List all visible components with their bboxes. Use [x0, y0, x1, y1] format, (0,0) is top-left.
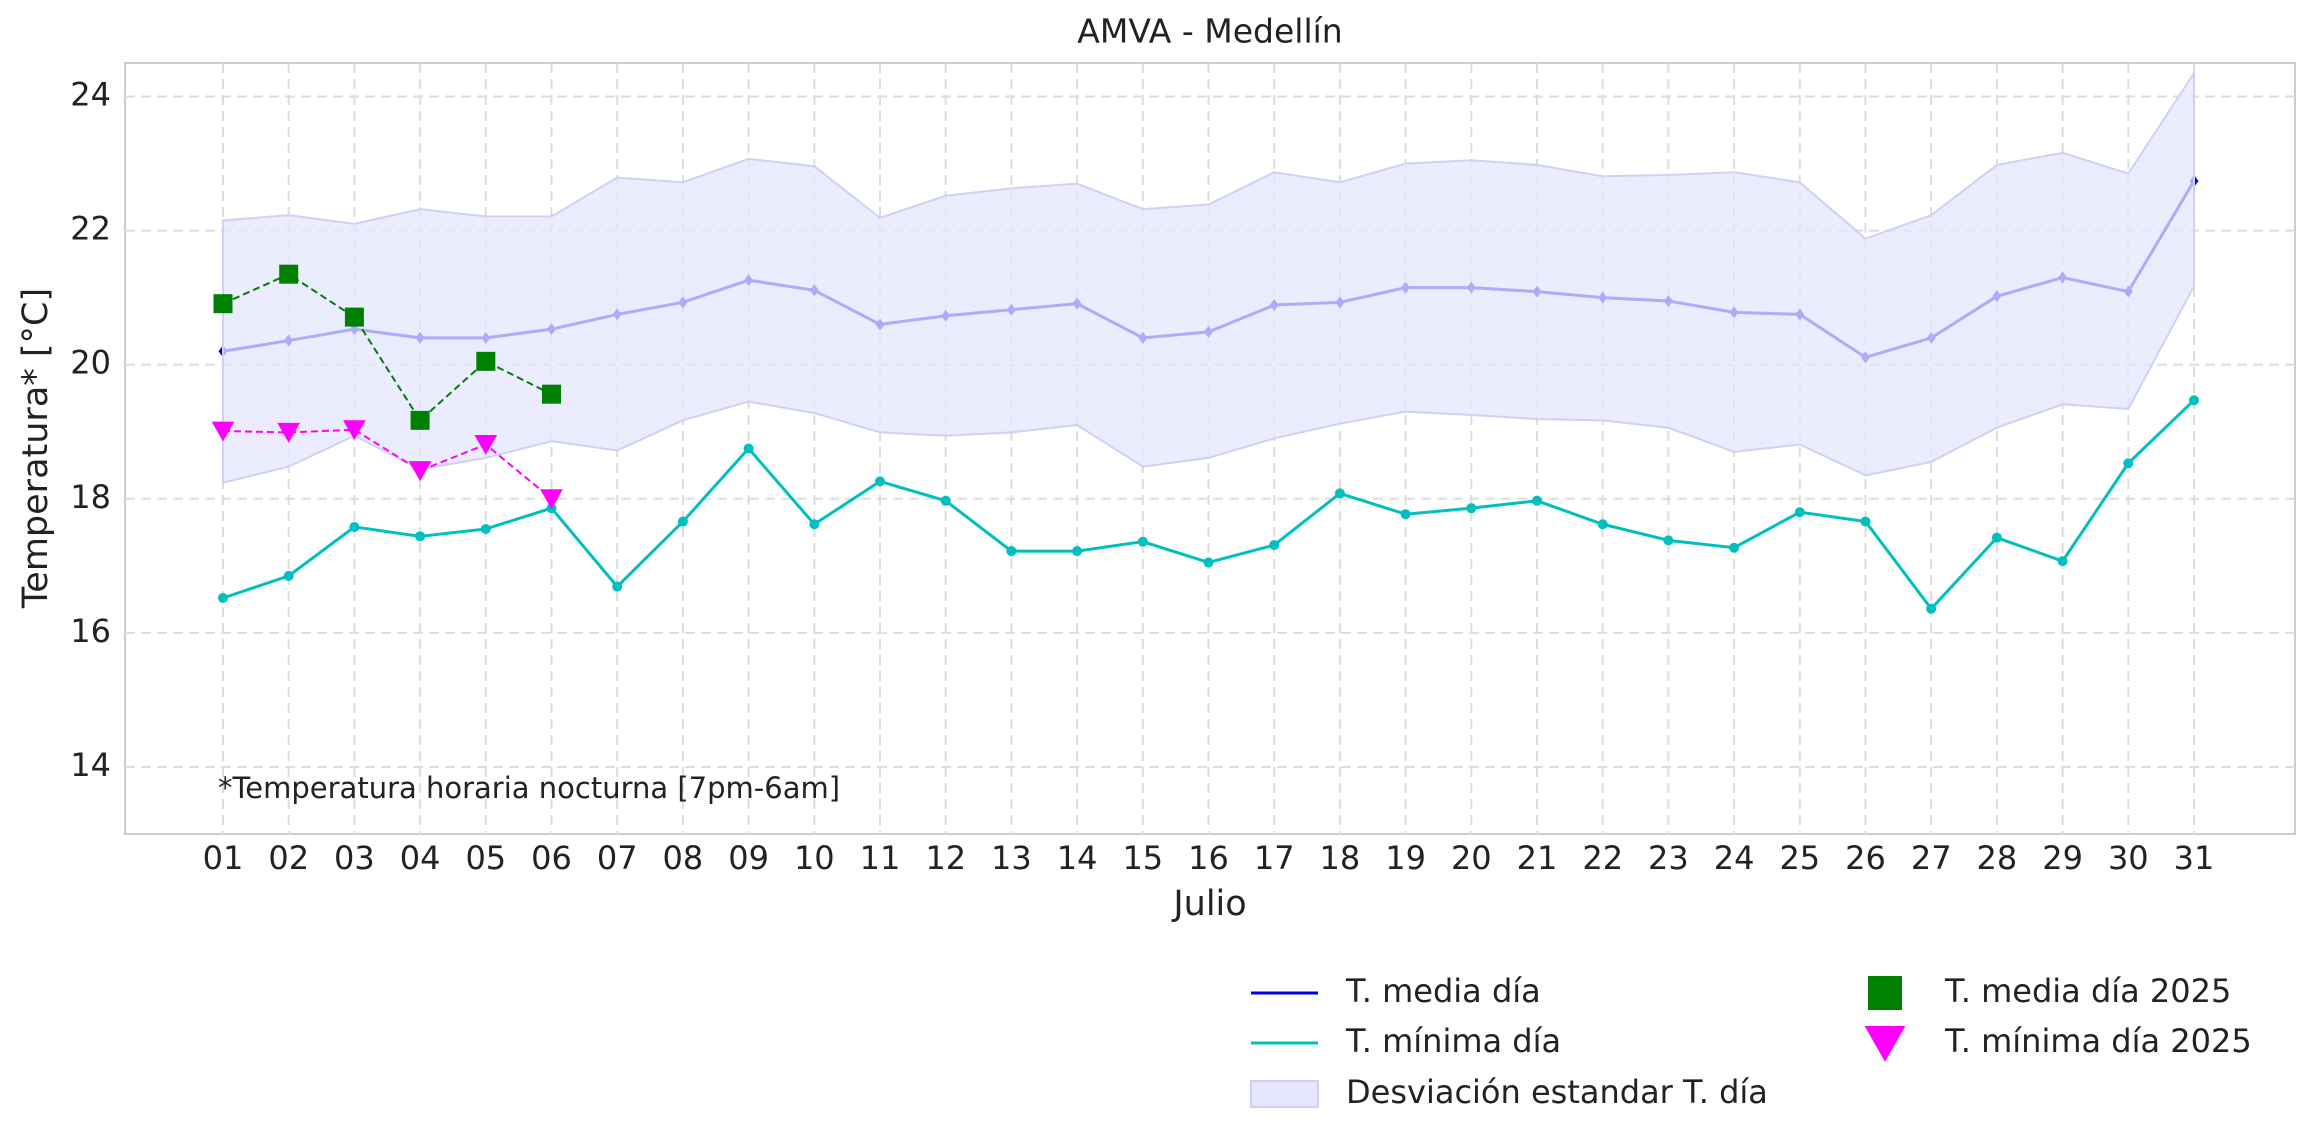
point: [1663, 535, 1674, 546]
point: [540, 489, 563, 510]
x-tick-label: 20: [1451, 839, 1492, 877]
point: [1794, 507, 1805, 518]
x-tick-label: 18: [1320, 839, 1361, 877]
y-tick-label: 14: [70, 746, 111, 784]
y-tick-label: 22: [70, 210, 111, 248]
point: [408, 461, 432, 482]
x-axis-label: Julio: [1171, 884, 1246, 924]
point: [2123, 458, 2134, 469]
series-line: [222, 273, 552, 422]
x-tick-label: 03: [334, 839, 375, 877]
x-tick-label: 21: [1517, 839, 1558, 877]
point: [875, 476, 885, 487]
x-tick-label: 06: [531, 839, 572, 877]
point: [1991, 532, 2002, 543]
x-tick-label: 10: [794, 839, 835, 877]
point: [1926, 603, 1937, 614]
x-tick-label: 19: [1385, 839, 1426, 877]
point: [1072, 546, 1083, 557]
x-tick-label: 16: [1188, 839, 1229, 877]
point: [1597, 519, 1608, 530]
x-tick-label: 15: [1122, 839, 1163, 877]
point: [1334, 488, 1345, 499]
x-tick-label: 02: [268, 839, 309, 877]
point: [2057, 556, 2068, 567]
legend-swatch: [1250, 1080, 1319, 1108]
point: [1269, 540, 1280, 551]
annotation: *Temperatura horaria nocturna [7pm-6am]: [218, 771, 840, 805]
y-tick-label: 18: [70, 478, 111, 516]
point: [1860, 516, 1871, 527]
x-tick-label: 25: [1779, 839, 1820, 877]
x-tick-label: 30: [2108, 839, 2149, 877]
x-tick-label: 31: [2174, 839, 2215, 877]
point: [283, 570, 294, 581]
std-band: [222, 69, 2195, 484]
x-tick-label: 26: [1845, 839, 1886, 877]
point: [677, 516, 688, 527]
point: [1400, 509, 1411, 520]
x-tick-label: 23: [1648, 839, 1689, 877]
point: [344, 307, 364, 327]
x-tick-label: 12: [925, 839, 966, 877]
series-line: [222, 428, 553, 500]
point: [474, 434, 498, 455]
point: [349, 521, 360, 532]
legend-label: T. media día: [1345, 972, 1541, 1010]
chart-title: AMVA - Medellín: [1077, 12, 1342, 51]
point: [2189, 395, 2199, 406]
x-tick-label: 24: [1714, 839, 1755, 877]
x-tick-label: 01: [203, 839, 244, 877]
x-tick-label: 14: [1057, 839, 1098, 877]
point: [277, 422, 301, 443]
x-tick-label: 04: [400, 839, 441, 877]
x-tick-label: 29: [2042, 839, 2083, 877]
point: [1203, 557, 1214, 568]
x-tick-label: 09: [728, 839, 769, 877]
point: [213, 294, 233, 314]
point: [476, 351, 496, 371]
legend-label: T. media día 2025: [1944, 972, 2231, 1010]
y-axis-label: Temperatura* [°C]: [16, 288, 56, 609]
legend-label: T. mínima día 2025: [1944, 1022, 2252, 1060]
point: [1729, 542, 1740, 553]
point: [1532, 495, 1542, 506]
x-tick-label: 17: [1254, 839, 1295, 877]
point: [809, 519, 820, 530]
x-tick-label: 22: [1582, 839, 1623, 877]
point: [612, 581, 623, 592]
legend-marker: [1864, 1026, 1906, 1062]
point: [415, 531, 426, 542]
x-tick-label: 13: [991, 839, 1032, 877]
y-tick-label: 20: [70, 344, 111, 382]
y-tick-label: 24: [70, 76, 111, 114]
x-tick-label: 08: [663, 839, 704, 877]
point: [1466, 503, 1477, 514]
legend-marker: [1868, 976, 1902, 1010]
x-tick-label: 27: [1911, 839, 1952, 877]
point: [542, 384, 561, 404]
point: [211, 421, 235, 442]
x-tick-label: 07: [597, 839, 638, 877]
x-tick-label: 28: [1977, 839, 2018, 877]
x-tick-label: 05: [465, 839, 506, 877]
point: [279, 264, 299, 284]
legend-label: Desviación estandar T. día: [1346, 1073, 1768, 1111]
point: [940, 495, 951, 506]
point: [218, 593, 228, 604]
y-tick-label: 16: [70, 612, 111, 650]
point: [480, 523, 491, 534]
legend-label: T. mínima día: [1345, 1022, 1561, 1060]
point: [1006, 546, 1017, 557]
x-tick-label: 11: [860, 839, 901, 877]
point: [1137, 536, 1148, 547]
point: [343, 420, 366, 441]
point: [743, 443, 754, 454]
point: [410, 410, 430, 430]
